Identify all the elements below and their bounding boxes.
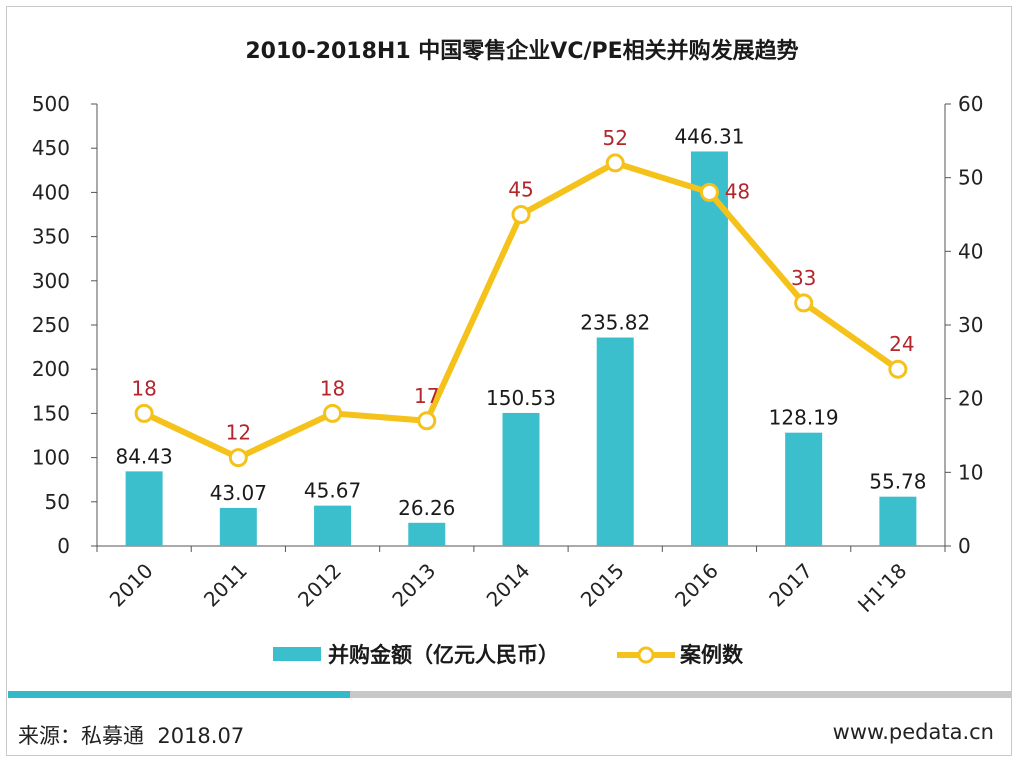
y-left-tick-label: 500 (32, 92, 70, 116)
footer-source: 来源：私募通 2018.07 (18, 724, 245, 748)
line-data-label: 45 (508, 178, 533, 202)
line-data-label: 24 (889, 332, 914, 356)
y-right-tick-label: 20 (958, 387, 983, 411)
y-left-tick-label: 200 (32, 357, 70, 381)
line-data-labels: 18 12 18 17 45 52 48 33 24 (131, 126, 914, 445)
line-data-label: 17 (414, 384, 439, 408)
bar-data-label: 55.78 (869, 470, 926, 494)
bar-H1'18 (879, 496, 917, 546)
y-right-tick-label: 30 (958, 313, 983, 337)
line-point-2017 (794, 293, 814, 313)
legend: 并购金额（亿元人民币） 案例数 (273, 643, 744, 667)
y-left-tick-label: 50 (45, 490, 70, 514)
bar-2011 (219, 507, 257, 546)
x-tick-label: 2010 (105, 559, 158, 612)
footer-divider-accent (8, 691, 350, 698)
bar-data-labels: 84.43 43.07 45.67 26.26 150.53 235.82 446.31 12… (115, 124, 926, 519)
bar-data-label: 43.07 (210, 481, 267, 505)
y-right-tick-label: 60 (958, 92, 983, 116)
line-point-H1'18 (888, 359, 908, 379)
chart-title: 2010-2018H1 中国零售企业VC/PE相关并购发展趋势 (245, 38, 798, 64)
x-tick-label: 2012 (293, 559, 346, 612)
line-point-2011 (228, 448, 248, 468)
x-tick-label: H1'18 (853, 559, 911, 617)
line-point-2015 (605, 153, 625, 173)
y-left-tick-label: 300 (32, 269, 70, 293)
bar-data-label: 150.53 (486, 386, 556, 410)
bar-2016 (690, 151, 728, 546)
legend-line-label: 案例数 (679, 643, 744, 667)
y-left-tick-label: 400 (32, 180, 70, 204)
bar-2013 (408, 522, 446, 546)
bar-2017 (785, 432, 823, 546)
legend-line-marker (637, 646, 655, 664)
y-left-tick-label: 250 (32, 313, 70, 337)
bar-data-label: 45.67 (304, 479, 361, 503)
y-left-tick-label: 150 (32, 401, 70, 425)
legend-bar-swatch (273, 647, 321, 661)
bar-data-label: 235.82 (580, 311, 650, 335)
x-tick-label: 2015 (576, 559, 629, 612)
x-tick-labels: 2010 2011 2012 2013 2014 2015 2016 2017 H1'18 (105, 559, 912, 617)
line-point-2012 (323, 403, 343, 423)
line-data-label: 18 (131, 376, 156, 400)
axes: 0 50 100 150 200 250 300 350 400 450 500 0 10 20 30 40 5… (32, 92, 984, 558)
line-point-2016 (699, 182, 719, 202)
legend-bar-label: 并购金额（亿元人民币） (328, 643, 559, 667)
y-left-tick-label: 450 (32, 136, 70, 160)
line-data-label: 48 (725, 179, 750, 203)
x-tick-label: 2014 (482, 559, 535, 612)
line-data-label: 52 (602, 126, 627, 150)
x-tick-label: 2011 (199, 559, 252, 612)
bar-2015 (596, 337, 634, 546)
footer-divider (8, 691, 1012, 698)
x-tick-label: 2013 (387, 559, 440, 612)
y-left-tick-label: 350 (32, 225, 70, 249)
line-series (134, 153, 908, 468)
y-left-tick-label: 100 (32, 446, 70, 470)
bar-data-label: 446.31 (674, 124, 744, 148)
x-tick-label: 2017 (764, 559, 817, 612)
line-data-label: 18 (320, 376, 345, 400)
y-right-tick-label: 0 (958, 534, 971, 558)
bar-data-label: 128.19 (769, 406, 839, 430)
line-data-label: 12 (226, 421, 251, 445)
bar-2012 (314, 505, 352, 546)
y-right-tick-label: 50 (958, 166, 983, 190)
x-tick-label: 2016 (670, 559, 723, 612)
footer-url: www.pedata.cn (832, 720, 994, 744)
line-point-2013 (417, 411, 437, 431)
bar-2014 (502, 412, 540, 546)
bar-data-label: 84.43 (115, 444, 172, 468)
line-point-2010 (134, 403, 154, 423)
y-left-tick-label: 0 (57, 534, 70, 558)
line-data-label: 33 (791, 266, 816, 290)
bar-2010 (125, 471, 163, 546)
bar-series (125, 151, 917, 546)
line-point-2014 (511, 205, 531, 224)
y-right-tick-label: 40 (958, 239, 983, 263)
chart-frame (6, 6, 1012, 756)
bar-data-label: 26.26 (398, 496, 455, 520)
y-right-tick-label: 10 (958, 460, 983, 484)
